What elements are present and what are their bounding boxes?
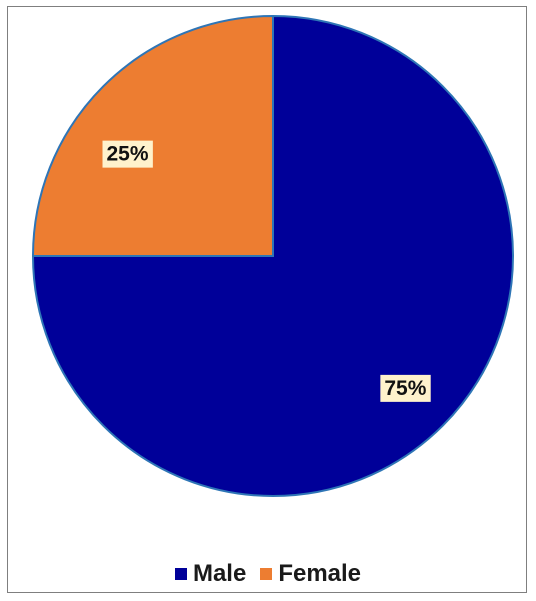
data-label-bg-female	[102, 140, 153, 168]
legend-swatch-male	[174, 568, 187, 580]
pie-data-labels: 75% 25%	[102, 140, 431, 402]
data-label-text-male: 75%	[384, 377, 426, 400]
legend-item-male: Male	[174, 560, 247, 588]
pie-slice-female	[31, 14, 274, 257]
legend-label-male: Male	[192, 560, 247, 587]
data-label-female: 25%	[102, 140, 153, 168]
data-label-bg-male	[380, 374, 431, 402]
data-label-male: 75%	[380, 374, 431, 402]
legend-item-female: Female	[260, 560, 361, 588]
chart-legend: Male Female	[0, 560, 536, 588]
legend-swatch-female	[260, 568, 273, 580]
data-label-text-female: 25%	[107, 143, 149, 166]
legend-label-female: Female	[278, 560, 362, 587]
pie-slices	[31, 14, 514, 497]
